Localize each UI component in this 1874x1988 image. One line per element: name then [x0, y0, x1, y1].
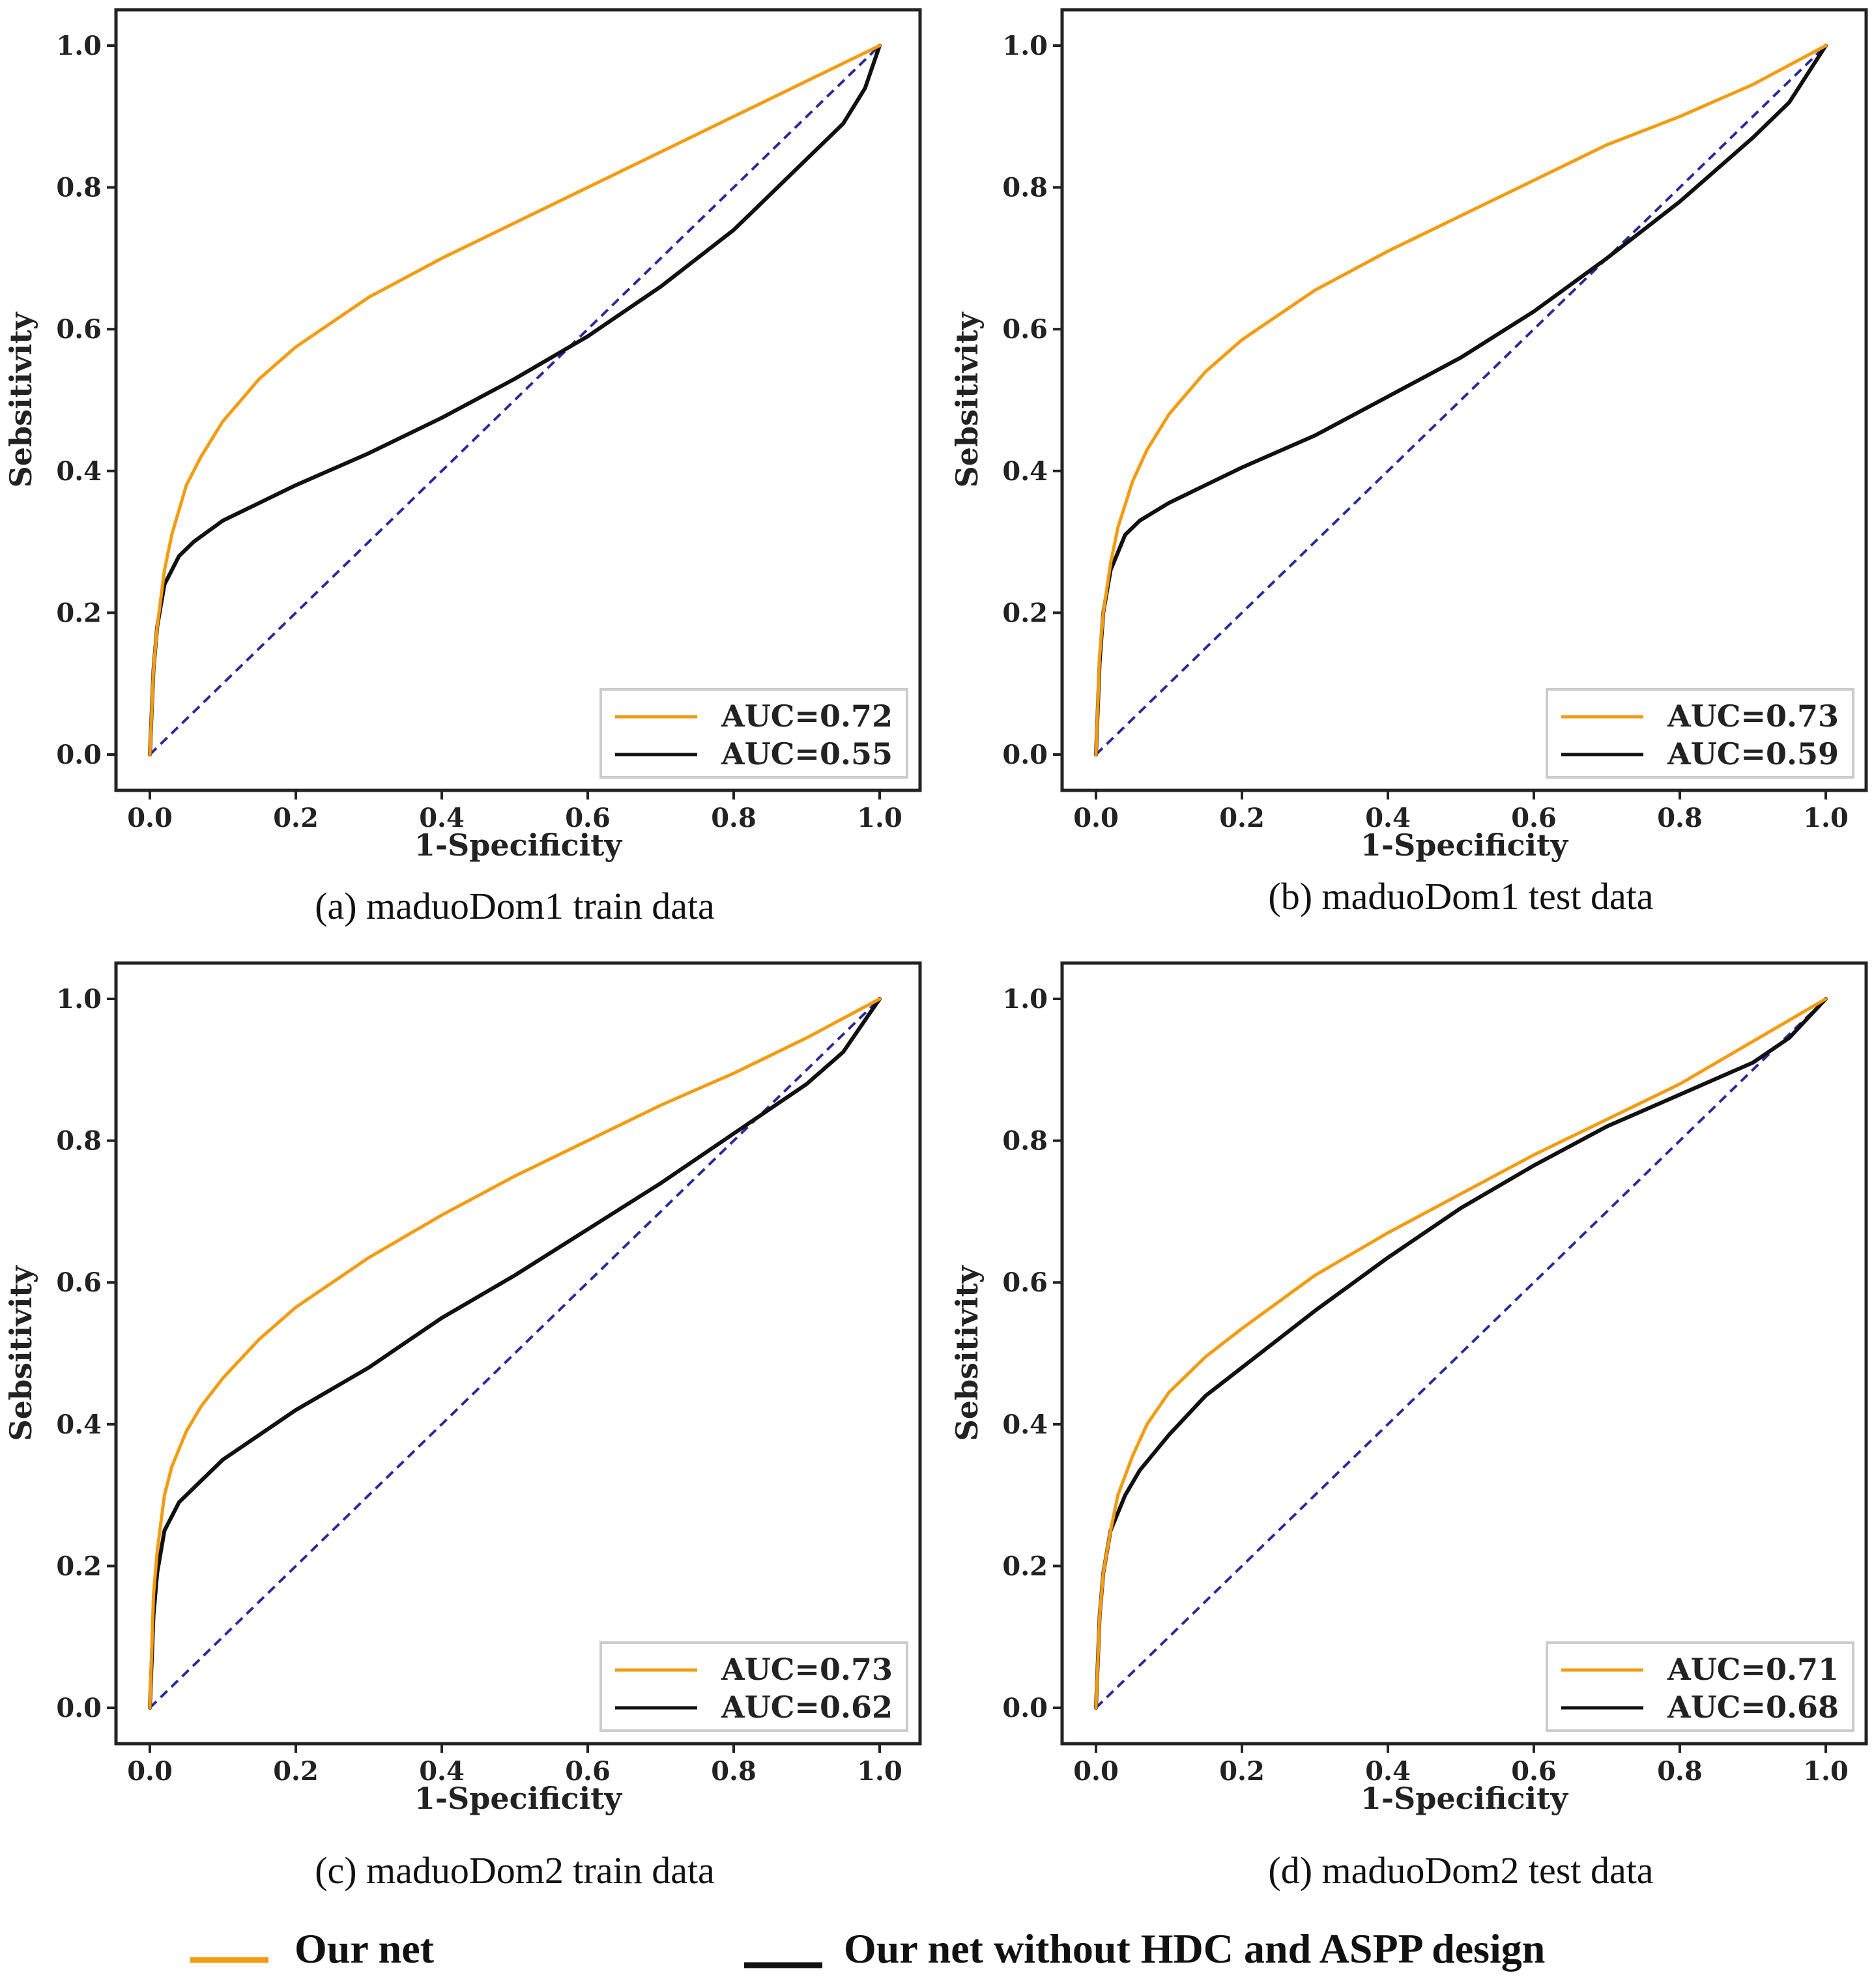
x-tick-label: 0.0 — [1073, 1756, 1119, 1787]
plot-frame — [114, 961, 922, 1746]
x-tick-label: 0.0 — [1073, 803, 1119, 833]
chart-panel-4: 0.0 0.2 0.4 0.6 0.8 1.0 0.0 0.2 0.4 0.6 0.8 1.0 1-Sp… — [949, 961, 1868, 1892]
without-hdc-aspp-roc-line — [148, 997, 882, 1710]
plot-frame — [1060, 961, 1868, 1746]
x-tick-label: 1.0 — [857, 803, 902, 833]
x-axis-label: 1-Specificity — [414, 1781, 622, 1816]
y-tick-label: 0.0 — [56, 1693, 102, 1723]
y-tick-label: 0.6 — [56, 314, 102, 345]
y-tick-label: 1.0 — [1002, 984, 1048, 1015]
y-tick-label: 0.6 — [56, 1267, 102, 1298]
y-tick-label: 0.4 — [1002, 1409, 1048, 1440]
x-tick-label: 0.2 — [1219, 803, 1265, 833]
y-tick-label: 0.2 — [56, 1551, 102, 1581]
panel-caption: (b) maduoDom1 test data — [1268, 875, 1653, 917]
our-net-roc-line — [1094, 997, 1828, 1710]
y-axis-label: Sebsitivity — [3, 311, 38, 487]
chance-diagonal-line — [1095, 44, 1827, 756]
chance-diagonal-line — [149, 998, 881, 1709]
y-tick-label: 0.0 — [1002, 740, 1048, 770]
plot-frame — [1060, 8, 1868, 792]
y-tick-label: 1.0 — [56, 984, 102, 1015]
x-tick-label: 0.8 — [1657, 803, 1703, 833]
our-net-roc-line — [148, 44, 882, 756]
chance-diagonal-line — [1095, 998, 1827, 1709]
figure-legend-our-net-label: Our net — [295, 1925, 435, 1972]
y-tick-label: 0.4 — [56, 1409, 102, 1440]
x-tick-label: 0.2 — [273, 1756, 319, 1787]
legend-label: AUC=0.73 — [721, 1652, 893, 1687]
legend-box — [1546, 688, 1854, 779]
chart-panel-1: 0.0 0.2 0.4 0.6 0.8 1.0 0.0 0.2 0.4 0.6 0.8 1.0 1-Sp… — [3, 8, 922, 927]
x-tick-label: 0.4 — [1365, 1756, 1411, 1787]
legend-box — [599, 1641, 908, 1732]
y-tick-label: 0.0 — [1002, 1693, 1048, 1723]
y-tick-label: 0.8 — [56, 173, 102, 203]
y-tick-label: 0.2 — [56, 598, 102, 628]
x-tick-label: 0.6 — [1511, 1756, 1557, 1787]
y-tick-label: 0.4 — [56, 456, 102, 487]
panel-caption: (d) maduoDom2 test data — [1268, 1849, 1653, 1892]
legend-label: AUC=0.71 — [1667, 1652, 1839, 1687]
x-axis-label: 1-Specificity — [1361, 1781, 1568, 1816]
legend-label: AUC=0.62 — [721, 1690, 893, 1725]
x-tick-label: 1.0 — [1803, 1756, 1849, 1787]
y-tick-label: 0.6 — [1002, 1267, 1048, 1298]
panel-caption: (a) maduoDom1 train data — [315, 885, 715, 927]
x-tick-label: 0.8 — [1657, 1756, 1703, 1787]
our-net-roc-line — [1094, 44, 1828, 756]
without-hdc-aspp-roc-line — [148, 44, 882, 756]
x-tick-label: 0.0 — [127, 803, 173, 833]
panel-caption: (c) maduoDom2 train data — [315, 1849, 715, 1892]
x-tick-label: 0.4 — [1365, 803, 1411, 833]
y-tick-label: 1.0 — [56, 31, 102, 61]
x-tick-label: 0.2 — [273, 803, 319, 833]
y-tick-label: 0.2 — [1002, 1551, 1048, 1581]
legend-label: AUC=0.59 — [1667, 736, 1839, 771]
x-tick-label: 0.0 — [127, 1756, 173, 1787]
plot-frame — [114, 8, 922, 792]
y-axis-label: Sebsitivity — [3, 1265, 38, 1441]
x-tick-label: 0.4 — [419, 1756, 465, 1787]
y-axis-label: Sebsitivity — [949, 311, 985, 487]
legend-label: AUC=0.72 — [721, 699, 893, 734]
legend-label: AUC=0.68 — [1667, 1690, 1839, 1725]
x-tick-label: 0.2 — [1219, 1756, 1265, 1787]
legend-box — [1546, 1641, 1854, 1732]
x-axis-label: 1-Specificity — [414, 828, 622, 863]
y-axis-label: Sebsitivity — [949, 1265, 985, 1441]
x-tick-label: 0.6 — [565, 1756, 611, 1787]
y-tick-label: 1.0 — [1002, 31, 1048, 61]
y-tick-label: 0.8 — [1002, 1126, 1048, 1157]
x-tick-label: 0.6 — [1511, 803, 1557, 833]
y-tick-label: 0.2 — [1002, 598, 1048, 628]
x-tick-label: 0.4 — [419, 803, 465, 833]
chart-panel-3: 0.0 0.2 0.4 0.6 0.8 1.0 0.0 0.2 0.4 0.6 0.8 1.0 1-Sp… — [3, 961, 922, 1892]
y-tick-label: 0.8 — [1002, 173, 1048, 203]
y-tick-label: 0.6 — [1002, 314, 1048, 345]
y-tick-label: 0.8 — [56, 1126, 102, 1157]
figure-legend: Our net Our net without HDC and ASPP des… — [190, 1925, 1545, 1972]
x-tick-label: 1.0 — [1803, 803, 1849, 833]
chance-diagonal-line — [149, 44, 881, 756]
legend-label: AUC=0.55 — [721, 736, 893, 771]
legend-label: AUC=0.73 — [1667, 699, 1839, 734]
figure-legend-without-label: Our net without HDC and ASPP design — [844, 1925, 1545, 1972]
chart-panel-2: 0.0 0.2 0.4 0.6 0.8 1.0 0.0 0.2 0.4 0.6 0.8 1.0 1-Sp… — [949, 8, 1868, 917]
y-tick-label: 0.4 — [1002, 456, 1048, 487]
y-tick-label: 0.0 — [56, 740, 102, 770]
x-tick-label: 1.0 — [857, 1756, 902, 1787]
x-tick-label: 0.8 — [711, 803, 757, 833]
x-axis-label: 1-Specificity — [1361, 828, 1568, 863]
our-net-roc-line — [148, 997, 882, 1710]
x-tick-label: 0.6 — [565, 803, 611, 833]
x-tick-label: 0.8 — [711, 1756, 757, 1787]
legend-box — [599, 688, 908, 779]
